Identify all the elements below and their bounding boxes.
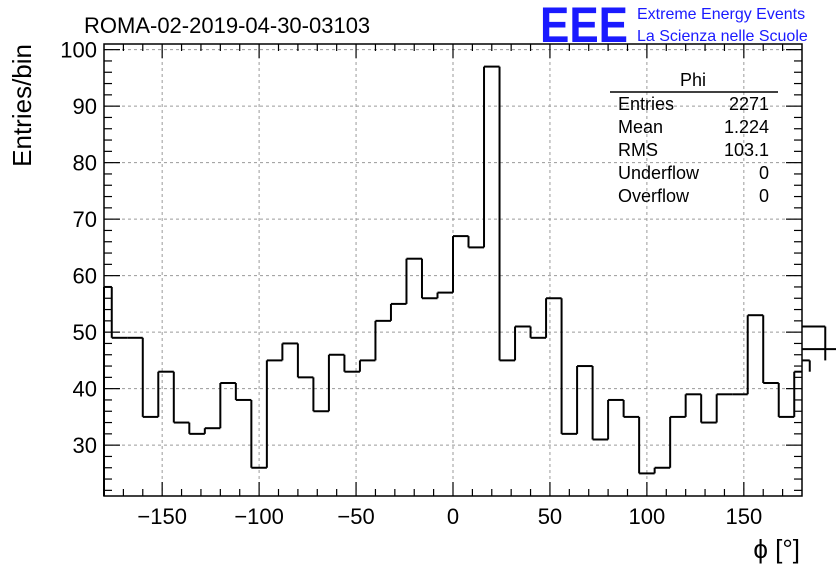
histogram-bin — [296, 343, 314, 379]
histogram-bin — [638, 416, 655, 475]
x-tick-label: −50 — [337, 504, 374, 529]
histogram-bin — [389, 302, 407, 321]
histogram-bin — [250, 399, 267, 469]
histogram-bin — [802, 348, 836, 351]
histogram-bin — [514, 325, 531, 361]
histogram-bin — [498, 66, 516, 362]
stats-row-label: Entries — [618, 94, 674, 114]
histogram-bin — [312, 377, 329, 413]
stats-name: Phi — [680, 70, 706, 90]
stats-row-value: 0 — [759, 163, 769, 183]
histogram-bin — [684, 393, 702, 417]
x-tick-labels: −150 −100 −50 0 50 100 150 — [137, 504, 762, 529]
x-tick-label: −150 — [137, 504, 187, 529]
histogram-bin — [141, 337, 159, 418]
logo-line-1: Extreme Energy Events — [637, 6, 805, 23]
histogram-bin — [436, 291, 453, 299]
histogram-bin — [483, 65, 500, 248]
histogram-bin — [374, 319, 391, 361]
histogram-bin — [700, 394, 717, 424]
histogram-bin — [762, 315, 779, 384]
histogram-bin — [157, 370, 174, 417]
histogram-bin — [188, 422, 205, 435]
stats-row: Mean 1.224 — [618, 117, 769, 137]
y-tick-label: 60 — [73, 264, 97, 289]
histogram-bin — [203, 427, 221, 434]
x-axis-label: ϕ [°] — [753, 534, 800, 564]
histogram-bin — [669, 415, 686, 468]
stats-row-label: Underflow — [618, 163, 700, 183]
stats-row: RMS 103.1 — [618, 140, 769, 160]
histogram-bin — [529, 326, 547, 339]
y-tick-label: 40 — [73, 377, 97, 402]
histogram-bin — [467, 236, 485, 249]
histogram-bin — [281, 342, 298, 361]
histogram-bin — [576, 365, 593, 434]
histogram-bin — [452, 235, 469, 293]
logo-mark: EEE — [540, 0, 628, 53]
logo-line-2: La Scienza nelle Scuole — [637, 28, 808, 45]
y-axis-label: Entries/bin — [7, 44, 37, 167]
histogram-bin — [358, 359, 376, 372]
histogram-bin — [746, 314, 764, 395]
histogram-bin — [172, 371, 190, 424]
histogram-bin — [265, 359, 283, 468]
histogram-bin — [622, 399, 640, 418]
stats-row: Entries 2271 — [618, 94, 769, 114]
histogram-bin — [653, 466, 671, 474]
histogram-bin — [777, 383, 795, 418]
y-tick-label: 70 — [73, 207, 97, 232]
x-tick-label: −100 — [234, 504, 284, 529]
y-tick-label: 90 — [73, 94, 97, 119]
stats-row-value: 103.1 — [724, 140, 769, 160]
histogram-bin — [802, 325, 827, 361]
y-tick-labels: 30 40 50 60 70 80 90 100 — [60, 38, 97, 458]
histogram-bin — [802, 359, 811, 372]
x-tick-label: 0 — [447, 504, 459, 529]
histogram-bin — [405, 257, 422, 304]
histogram-bin — [715, 393, 733, 423]
stats-row-label: Mean — [618, 117, 663, 137]
stats-row-value: 2271 — [729, 94, 769, 114]
stats-row-label: RMS — [618, 140, 658, 160]
axis-ticks — [104, 44, 802, 496]
y-tick-label: 80 — [73, 151, 97, 176]
y-tick-label: 50 — [73, 320, 97, 345]
histogram-bin — [219, 382, 236, 429]
stats-row: Overflow 0 — [618, 186, 769, 206]
stats-row-value: 0 — [759, 186, 769, 206]
x-tick-label: 100 — [629, 504, 666, 529]
chart-title: ROMA-02-2019-04-30-03103 — [84, 13, 370, 38]
histogram-bin — [234, 383, 252, 401]
histogram-bin — [110, 286, 128, 339]
eee-logo: EEE Extreme Energy Events La Scienza nel… — [540, 0, 808, 53]
stats-row: Underflow 0 — [618, 163, 769, 183]
stats-box: Phi Entries 2271 Mean 1.224 RMS 103.1 Underflo… — [610, 70, 778, 206]
histogram-bin — [560, 298, 578, 435]
histogram-bin — [343, 354, 360, 373]
histogram-bin — [545, 297, 562, 338]
histogram-bin — [327, 353, 345, 412]
stats-row-label: Overflow — [618, 186, 690, 206]
x-tick-label: 50 — [538, 504, 562, 529]
histogram-bin — [591, 366, 609, 441]
histogram-bin — [607, 398, 624, 440]
stats-row-value: 1.224 — [724, 117, 769, 137]
y-tick-label: 100 — [60, 38, 97, 63]
y-tick-label: 30 — [73, 433, 97, 458]
histogram-bin — [420, 258, 438, 300]
x-tick-label: 150 — [725, 504, 762, 529]
histogram-bin — [793, 370, 802, 417]
